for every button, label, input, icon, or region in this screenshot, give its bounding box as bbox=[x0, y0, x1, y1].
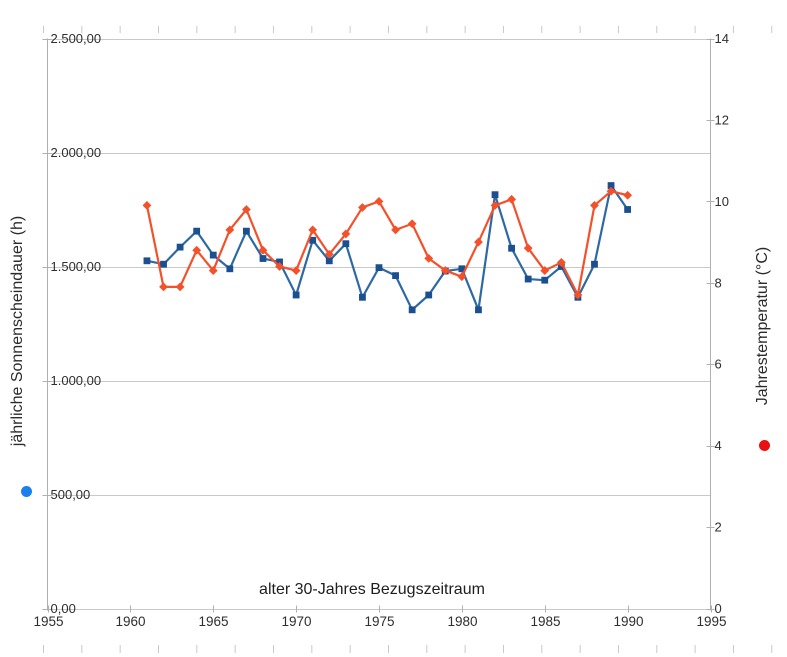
svg-text:6: 6 bbox=[715, 357, 722, 372]
svg-text:12: 12 bbox=[715, 112, 729, 127]
svg-text:1975: 1975 bbox=[364, 614, 394, 629]
svg-text:1.500,00: 1.500,00 bbox=[51, 259, 102, 274]
right-axis-title: Jahrestemperatur (°C) bbox=[754, 246, 771, 406]
svg-text:0,00: 0,00 bbox=[51, 601, 76, 616]
svg-text:1985: 1985 bbox=[530, 614, 560, 629]
svg-text:1970: 1970 bbox=[281, 614, 311, 629]
svg-text:8: 8 bbox=[715, 275, 722, 290]
svg-text:500,00: 500,00 bbox=[51, 487, 91, 502]
svg-text:4: 4 bbox=[715, 438, 722, 453]
svg-text:1955: 1955 bbox=[33, 614, 63, 629]
svg-text:1980: 1980 bbox=[447, 614, 477, 629]
left-axis-title: jährliche Sonnenscheindauer (h) bbox=[9, 215, 26, 447]
chart-title: alter 30-Jahres Bezugszeitraum bbox=[259, 581, 485, 598]
svg-text:0: 0 bbox=[715, 601, 722, 616]
svg-text:1965: 1965 bbox=[198, 614, 228, 629]
temperature-series-legend-dot-icon bbox=[759, 440, 770, 451]
svg-text:1.000,00: 1.000,00 bbox=[51, 373, 102, 388]
svg-text:2.500,00: 2.500,00 bbox=[51, 31, 102, 46]
svg-text:1995: 1995 bbox=[696, 614, 726, 629]
svg-text:2.000,00: 2.000,00 bbox=[51, 145, 102, 160]
sunshine-series-legend-dot-icon bbox=[21, 486, 32, 497]
svg-text:14: 14 bbox=[715, 31, 729, 46]
svg-text:1960: 1960 bbox=[115, 614, 145, 629]
svg-text:2: 2 bbox=[715, 520, 722, 535]
svg-text:10: 10 bbox=[715, 194, 729, 209]
svg-text:1990: 1990 bbox=[613, 614, 643, 629]
